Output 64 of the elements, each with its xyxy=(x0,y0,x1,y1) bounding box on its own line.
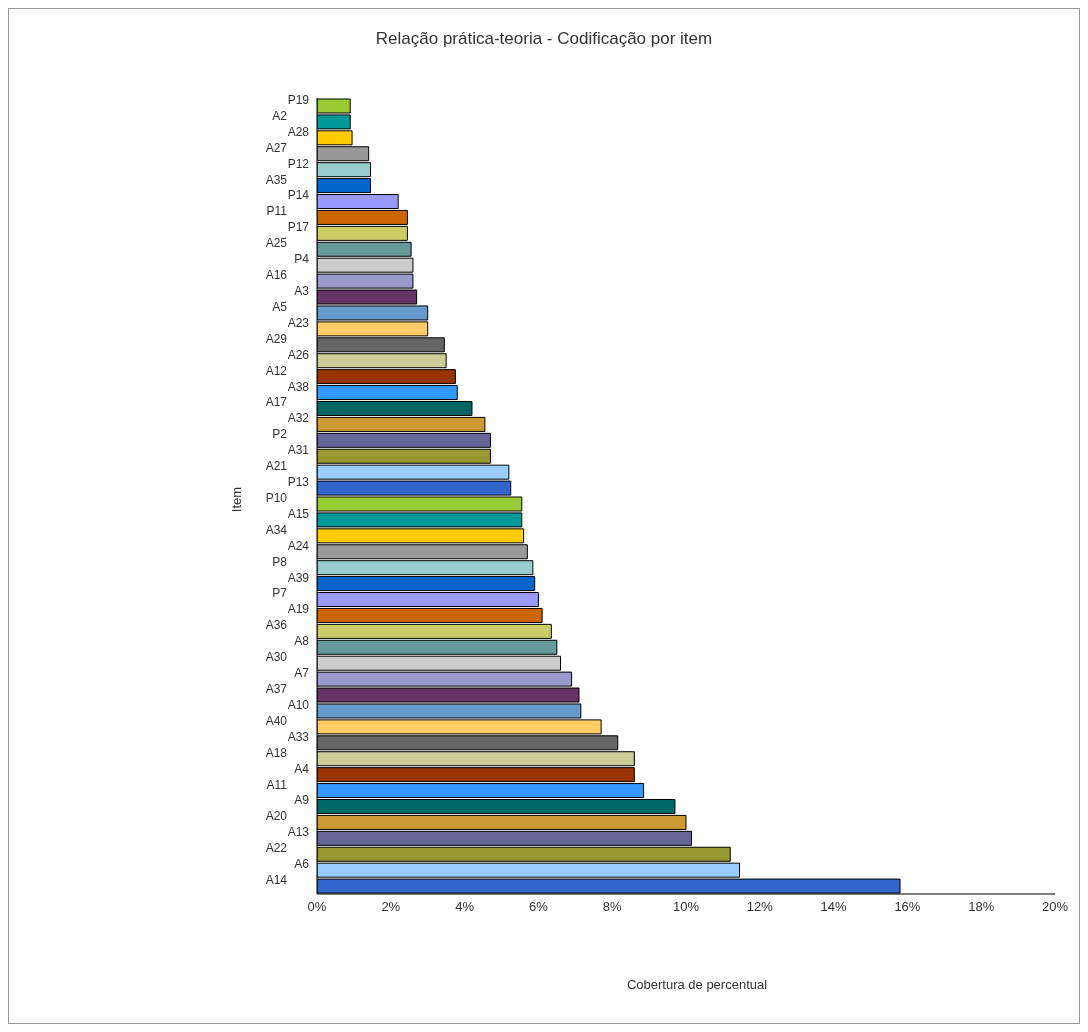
y-tick-label: A6 xyxy=(294,857,310,872)
y-tick-label: A36 xyxy=(265,618,288,633)
y-tick-label: A33 xyxy=(287,729,310,744)
y-tick-label: A27 xyxy=(265,140,288,155)
y-tick-label: A28 xyxy=(287,124,310,139)
x-tick-label: 8% xyxy=(602,899,623,915)
y-tick-label: P10 xyxy=(265,490,288,505)
y-tick-label: A38 xyxy=(287,379,310,394)
y-tick-label: A37 xyxy=(265,682,288,696)
y-tick-label: A2 xyxy=(272,108,288,123)
y-tick-label: A20 xyxy=(265,809,288,824)
y-tick-label: A34 xyxy=(265,522,288,537)
x-tick-label: 12% xyxy=(746,899,774,915)
y-tick-label: P13 xyxy=(287,475,310,490)
x-tick-label: 10% xyxy=(672,899,700,915)
x-tick-label: 4% xyxy=(455,899,475,915)
x-tick-label: 18% xyxy=(968,899,995,915)
y-tick-label: P14 xyxy=(287,188,310,203)
y-tick-label: A10 xyxy=(287,697,310,712)
y-axis-title: Item xyxy=(229,486,245,512)
y-tick-label: A22 xyxy=(265,841,288,856)
y-tick-label: P12 xyxy=(287,156,310,171)
y-tick-label: A35 xyxy=(265,172,288,187)
x-tick-label: 20% xyxy=(1041,899,1069,915)
y-tick-label: A14 xyxy=(265,873,288,888)
y-tick-label: P8 xyxy=(272,554,288,569)
y-tick-label: A13 xyxy=(287,825,310,840)
y-tick-label: A29 xyxy=(265,331,288,346)
chart-title: Relação prática-teoria - Codificação por item xyxy=(374,29,714,49)
y-tick-label: A17 xyxy=(265,395,288,410)
y-tick-label: A19 xyxy=(287,602,310,617)
y-tick-label: A40 xyxy=(265,713,288,728)
y-tick-label: A25 xyxy=(265,236,288,251)
y-tick-label: A5 xyxy=(272,299,288,314)
y-tick-label: A31 xyxy=(287,443,310,458)
y-tick-label: P7 xyxy=(272,586,288,601)
y-tick-label: P19 xyxy=(287,92,310,107)
x-tick-label: 0% xyxy=(307,899,327,915)
x-axis-title: Cobertura de percentual xyxy=(625,977,769,992)
x-tick-label: 2% xyxy=(381,899,401,915)
y-tick-label: P17 xyxy=(287,220,310,235)
y-tick-label: A32 xyxy=(287,411,310,426)
y-tick-label: A18 xyxy=(265,745,288,760)
y-tick-label: A7 xyxy=(294,666,310,681)
y-tick-label: P11 xyxy=(266,204,288,219)
y-tick-label: A11 xyxy=(266,777,288,792)
y-tick-label: A15 xyxy=(287,506,310,521)
y-tick-label: A4 xyxy=(294,761,310,776)
x-tick-label: 6% xyxy=(529,899,549,915)
y-tick-label: P2 xyxy=(272,427,288,442)
y-tick-label: P4 xyxy=(294,252,310,267)
y-tick-label: A21 xyxy=(265,459,288,474)
y-tick-label: A3 xyxy=(294,284,310,298)
y-tick-label: A9 xyxy=(294,793,310,808)
y-tick-label: A16 xyxy=(265,268,288,283)
y-tick-label: A8 xyxy=(294,634,310,649)
y-tick-label: A30 xyxy=(265,650,288,665)
x-tick-label: 14% xyxy=(820,899,848,915)
y-tick-label: A26 xyxy=(287,347,310,362)
y-tick-label: A12 xyxy=(265,363,288,378)
y-tick-label: A39 xyxy=(287,570,310,585)
y-tick-label: A23 xyxy=(287,315,310,330)
x-tick-label: 16% xyxy=(894,899,921,915)
y-tick-label: A24 xyxy=(287,538,310,553)
